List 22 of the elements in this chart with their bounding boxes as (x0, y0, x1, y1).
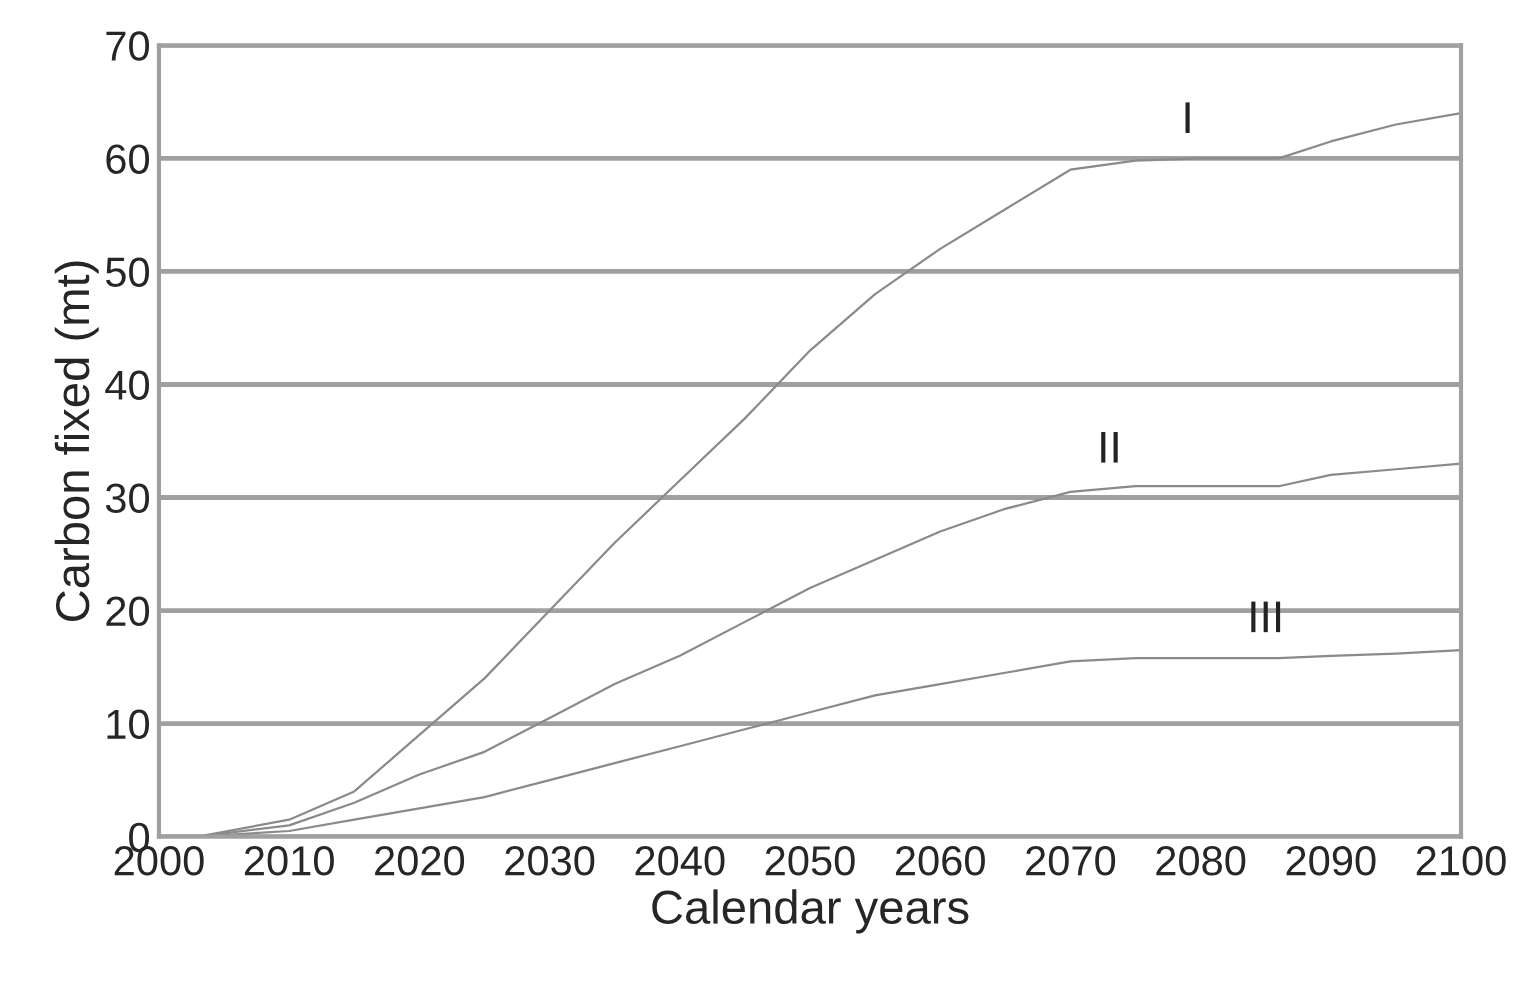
y-tick-label: 70 (106, 31, 150, 61)
y-axis-title: Carbon fixed (mt) (54, 261, 99, 621)
y-tick-label: 40 (105, 370, 150, 400)
series-label: I (1185, 102, 1190, 133)
x-tick-label: 2010 (244, 846, 334, 876)
x-axis-title: Calendar years (652, 889, 969, 934)
x-tick-label: 2080 (1156, 846, 1246, 876)
x-tick-label: 2050 (765, 846, 855, 876)
series-label: II (1101, 432, 1118, 463)
y-tick-label: 30 (105, 483, 150, 514)
series-label: III (1251, 601, 1281, 633)
y-tick-label: 50 (105, 257, 150, 287)
x-tick-label: 2030 (505, 846, 595, 876)
x-tick-label: 2060 (895, 846, 985, 876)
y-tick-label: 20 (106, 596, 150, 627)
y-tick-label: 10 (107, 709, 150, 740)
x-tick-label: 2100 (1416, 846, 1506, 876)
y-tick-label: 60 (106, 144, 150, 174)
x-tick-label: 2020 (375, 846, 465, 876)
x-tick-label: 2090 (1286, 846, 1376, 876)
x-tick-label: 2070 (1026, 846, 1116, 876)
x-tick-label: 2040 (635, 846, 725, 876)
